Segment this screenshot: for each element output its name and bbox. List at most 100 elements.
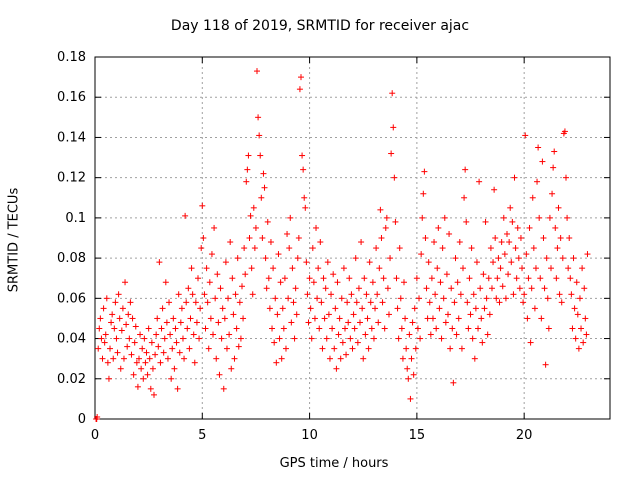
data-point	[249, 291, 256, 298]
data-point	[412, 345, 419, 352]
data-point	[524, 315, 531, 322]
data-point	[111, 325, 118, 332]
data-point	[125, 311, 132, 318]
data-point	[431, 239, 438, 246]
data-point	[530, 245, 537, 252]
data-point	[214, 271, 221, 278]
data-point	[504, 230, 510, 237]
data-point	[291, 335, 298, 342]
data-point	[480, 271, 487, 278]
data-point	[576, 295, 583, 302]
data-point	[345, 319, 352, 326]
data-point	[234, 255, 241, 262]
data-point	[149, 365, 156, 372]
data-point	[346, 275, 353, 282]
data-point	[563, 174, 570, 181]
data-point	[379, 299, 386, 306]
data-point	[391, 174, 398, 181]
data-point	[436, 305, 443, 312]
data-point	[96, 325, 103, 332]
data-point	[355, 285, 362, 292]
y-tick-label: 0.18	[57, 50, 86, 65]
data-point	[293, 311, 300, 318]
data-point	[467, 311, 474, 318]
data-point	[515, 255, 522, 262]
data-point	[435, 224, 442, 231]
data-point	[230, 311, 237, 318]
data-point	[498, 239, 505, 246]
data-point	[338, 295, 345, 302]
data-point	[315, 265, 322, 272]
data-point	[344, 299, 351, 306]
data-point	[385, 311, 392, 318]
data-point	[471, 355, 478, 362]
data-point	[286, 245, 293, 252]
data-point	[505, 271, 512, 278]
data-point	[228, 365, 235, 372]
data-point	[337, 355, 344, 362]
data-point	[580, 339, 587, 346]
data-point	[221, 315, 228, 322]
data-point	[245, 152, 252, 159]
data-point	[381, 325, 388, 332]
data-point	[470, 291, 477, 298]
data-point	[134, 383, 141, 390]
data-point	[351, 325, 358, 332]
data-point	[365, 345, 372, 352]
data-point	[269, 325, 276, 332]
data-point	[520, 299, 527, 306]
data-point	[300, 166, 307, 173]
data-point	[551, 148, 558, 155]
data-point	[113, 335, 120, 342]
data-point	[240, 315, 247, 322]
data-point	[275, 251, 282, 258]
data-point	[372, 305, 379, 312]
data-point	[161, 335, 168, 342]
data-point	[318, 299, 325, 306]
data-point	[373, 245, 380, 252]
data-point	[181, 355, 188, 362]
data-point	[250, 204, 257, 211]
data-point	[574, 311, 581, 318]
data-point	[193, 319, 200, 326]
data-point	[210, 331, 217, 338]
data-point	[323, 335, 330, 342]
data-point	[148, 339, 155, 346]
data-point	[387, 255, 394, 262]
data-point	[168, 375, 175, 382]
data-point	[273, 359, 280, 366]
data-point	[550, 164, 557, 171]
data-point	[158, 325, 165, 332]
data-point	[336, 315, 343, 322]
data-point	[246, 235, 253, 241]
data-point	[472, 305, 479, 312]
data-point	[341, 325, 348, 332]
data-point	[370, 335, 377, 342]
data-point	[558, 299, 565, 306]
data-point	[145, 325, 152, 332]
data-point	[407, 395, 414, 402]
data-point	[535, 144, 542, 151]
data-point	[325, 311, 332, 318]
data-point	[184, 325, 191, 332]
data-point	[162, 279, 169, 286]
data-point	[423, 285, 430, 292]
data-point	[199, 202, 206, 209]
y-tick-label: 0.06	[57, 291, 86, 306]
data-point	[174, 385, 181, 392]
data-point	[200, 235, 207, 241]
data-point	[555, 204, 562, 211]
data-point	[219, 305, 226, 312]
data-point	[133, 359, 140, 366]
data-point	[137, 331, 144, 338]
data-point	[177, 319, 184, 326]
data-point	[278, 355, 285, 362]
data-point	[173, 339, 180, 346]
data-point	[123, 321, 130, 328]
data-point	[227, 239, 234, 246]
data-point	[189, 291, 196, 298]
data-point	[248, 265, 255, 272]
y-tick-label: 0.08	[57, 251, 86, 266]
data-point	[331, 345, 338, 352]
data-point	[98, 335, 105, 342]
